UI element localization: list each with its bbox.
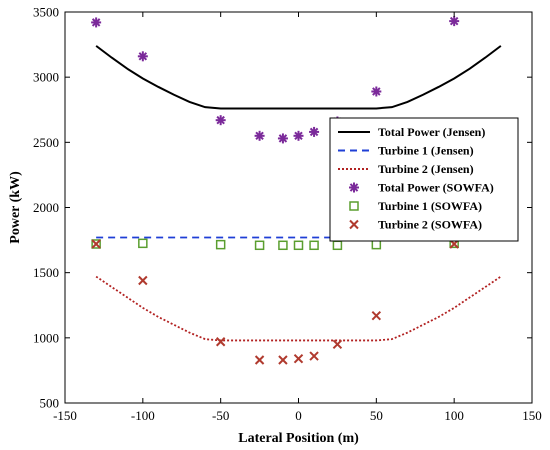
- data-point: [137, 51, 148, 62]
- data-point: [91, 17, 102, 28]
- data-point: [91, 239, 101, 249]
- y-tick-label: 500: [40, 396, 60, 411]
- x-tick-label: -100: [131, 408, 155, 423]
- data-point: [449, 16, 460, 27]
- data-point: [293, 130, 304, 141]
- data-point: [138, 275, 148, 286]
- data-point: [215, 239, 226, 250]
- x-axis-title: Lateral Position (m): [238, 431, 359, 446]
- y-tick-label: 3000: [33, 70, 59, 85]
- data-point: [309, 240, 319, 251]
- y-tick-label: 1000: [33, 330, 59, 345]
- data-point: [278, 355, 288, 365]
- data-point: [309, 126, 320, 137]
- data-point: [293, 353, 304, 364]
- legend-entry-label: Total Power (SOWFA): [378, 181, 494, 195]
- data-point: [293, 240, 304, 251]
- legend-entry-label: Total Power (Jensen): [378, 125, 485, 139]
- legend: Total Power (Jensen) Turbine 1 (Jensen) Tu…: [329, 117, 519, 242]
- x-tick-label: 100: [444, 408, 464, 423]
- legend-marker-sample: [349, 182, 359, 193]
- data-point: [138, 238, 148, 249]
- series-line: [95, 45, 502, 110]
- legend-entry-label: Turbine 2 (Jensen): [378, 162, 474, 176]
- data-point: [309, 351, 319, 361]
- legend-marker-sample: [349, 201, 359, 211]
- data-point: [371, 86, 382, 97]
- data-point: [91, 239, 101, 249]
- legend-entry-label: Turbine 1 (SOWFA): [378, 199, 482, 213]
- data-point: [332, 339, 343, 350]
- data-point: [254, 355, 265, 365]
- data-point: [215, 115, 226, 126]
- x-tick-label: 150: [522, 408, 542, 423]
- legend-entry-label: Turbine 2 (SOWFA): [378, 218, 482, 232]
- data-point: [371, 310, 382, 321]
- x-tick-label: 0: [295, 408, 302, 423]
- data-point: [254, 240, 265, 251]
- y-axis-title: Power (kW): [8, 171, 23, 244]
- y-tick-label: 1500: [33, 265, 59, 280]
- x-tick-label: -150: [53, 408, 77, 423]
- data-point: [278, 240, 288, 251]
- x-tick-label: 50: [370, 408, 383, 423]
- legend-entry-label: Turbine 1 (Jensen): [378, 144, 474, 158]
- legend-box: [329, 117, 519, 242]
- data-point: [254, 130, 265, 141]
- legend-marker-sample: [349, 219, 359, 230]
- series-line: [95, 275, 502, 342]
- y-tick-label: 3500: [33, 5, 59, 20]
- data-point: [277, 133, 288, 144]
- y-tick-label: 2500: [33, 135, 59, 150]
- axis-ticks: -150 -100 -50 0 50 100 150 500 1000 1500 2000 2500 3…: [33, 5, 542, 424]
- y-tick-label: 2000: [33, 200, 59, 215]
- x-tick-label: -50: [212, 408, 229, 423]
- data-point: [215, 337, 226, 347]
